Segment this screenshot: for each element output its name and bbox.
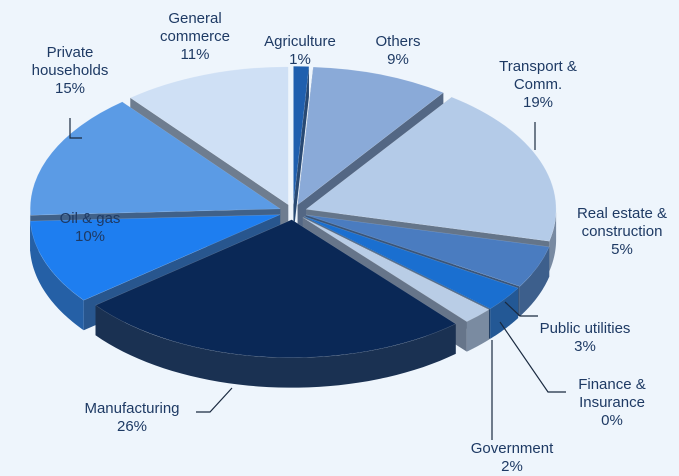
- slice: [302, 217, 490, 322]
- percent-label: 15%: [54, 80, 86, 97]
- category-label: Private households: [31, 44, 109, 79]
- category-label: Real estate & construction: [576, 205, 668, 240]
- leader-line: [69, 118, 82, 139]
- slice: [304, 216, 519, 310]
- slice-side: [293, 66, 309, 235]
- data-label: Manufacturing 26%: [67, 400, 197, 436]
- data-label: Others 9%: [353, 33, 443, 69]
- leader-line: [504, 301, 538, 317]
- slice-wall: [30, 221, 84, 331]
- slice: [29, 101, 282, 216]
- data-label: Public utilities 3%: [515, 320, 655, 356]
- data-label: Private households 15%: [20, 44, 120, 98]
- percent-label: 1%: [289, 51, 311, 68]
- slice-wall: [95, 305, 456, 388]
- leader-line: [499, 321, 566, 393]
- slice: [305, 96, 557, 242]
- category-label: Public utilities: [539, 320, 631, 337]
- slice-wall: [549, 209, 557, 272]
- category-label: Manufacturing: [84, 400, 180, 417]
- data-label: Real estate & construction 5%: [562, 205, 679, 259]
- percent-label: 19%: [522, 94, 554, 111]
- data-label: Transport & Comm. 19%: [483, 58, 593, 112]
- leader-line: [196, 387, 233, 413]
- slice: [297, 66, 444, 206]
- percent-label: 10%: [74, 228, 106, 245]
- category-label: Finance & Insurance: [578, 376, 646, 411]
- slice-wall: [490, 288, 519, 339]
- category-label: General commerce: [159, 10, 230, 45]
- percent-label: 2%: [501, 458, 523, 475]
- category-label: Agriculture: [264, 33, 336, 50]
- data-label: Agriculture 1%: [250, 33, 350, 69]
- slice: [293, 66, 310, 205]
- slice: [129, 66, 289, 206]
- data-label: General commerce 11%: [150, 10, 240, 64]
- category-label: Others: [375, 33, 421, 50]
- slice: [303, 216, 490, 310]
- percent-label: 26%: [116, 418, 148, 435]
- leader-lines: [69, 118, 566, 440]
- percent-label: 3%: [574, 338, 596, 355]
- slice-wall: [519, 246, 550, 317]
- category-label: Government: [470, 440, 554, 457]
- data-label: Oil & gas 10%: [40, 210, 140, 246]
- percent-label: 9%: [387, 51, 409, 68]
- percent-label: 0%: [601, 412, 623, 429]
- slice-wall: [466, 309, 489, 352]
- category-label: Oil & gas: [59, 210, 121, 227]
- slice: [95, 219, 457, 358]
- percent-label: 11%: [180, 46, 210, 63]
- slice: [305, 214, 550, 287]
- data-label: Government 2%: [457, 440, 567, 476]
- slice: [29, 214, 280, 301]
- data-label: Finance & Insurance 0%: [562, 376, 662, 430]
- pie: [29, 66, 557, 388]
- category-label: Transport & Comm.: [499, 58, 577, 93]
- percent-label: 5%: [611, 241, 633, 258]
